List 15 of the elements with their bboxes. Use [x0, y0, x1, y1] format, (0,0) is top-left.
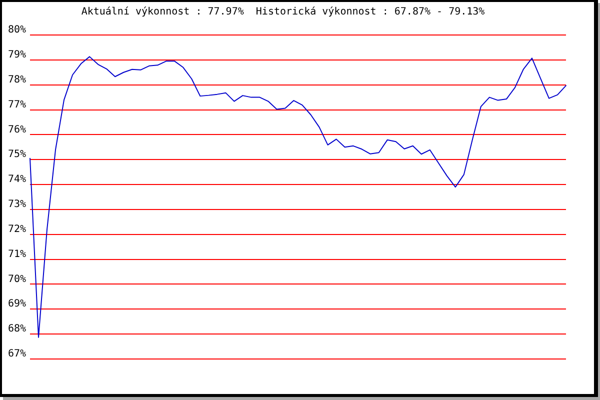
y-tick-label: 67%: [8, 348, 26, 360]
y-tick-label: 77%: [8, 99, 26, 110]
y-tick-label: 71%: [8, 248, 26, 260]
y-tick-label: 68%: [8, 324, 26, 335]
y-tick-label: 79%: [8, 50, 26, 61]
y-tick-label: 72%: [8, 224, 26, 235]
y-tick-label: 73%: [8, 199, 26, 210]
y-tick-label: 75%: [8, 149, 26, 160]
y-tick-label: 78%: [8, 74, 26, 86]
chart-title: Aktuální výkonnost : 77.97% Historická výkonnost : 67.87% - 79.13%: [81, 6, 485, 18]
y-tick-label: 70%: [8, 274, 26, 285]
y-tick-label: 76%: [8, 124, 26, 136]
y-tick-label: 69%: [8, 298, 26, 310]
y-tick-label: 80%: [8, 24, 26, 36]
y-tick-label: 74%: [8, 174, 26, 186]
